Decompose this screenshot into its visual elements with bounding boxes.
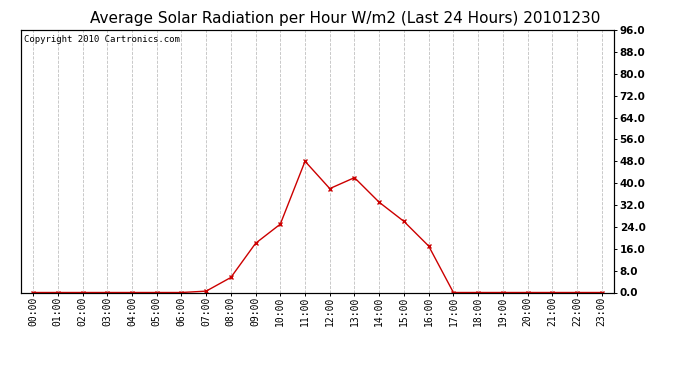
Text: Average Solar Radiation per Hour W/m2 (Last 24 Hours) 20101230: Average Solar Radiation per Hour W/m2 (L…: [90, 11, 600, 26]
Text: Copyright 2010 Cartronics.com: Copyright 2010 Cartronics.com: [23, 35, 179, 44]
